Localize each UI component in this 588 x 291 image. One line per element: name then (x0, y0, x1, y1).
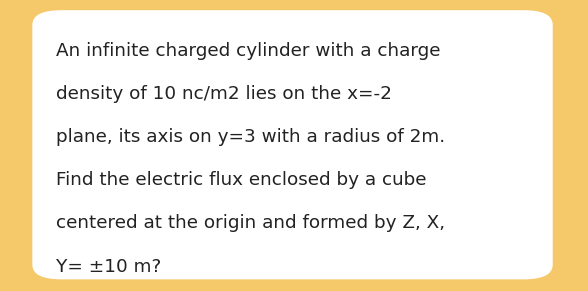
Text: plane, its axis on y=3 with a radius of 2m.: plane, its axis on y=3 with a radius of … (56, 128, 445, 146)
Text: density of 10 nc/m2 lies on the x=-2: density of 10 nc/m2 lies on the x=-2 (56, 85, 392, 103)
Text: An infinite charged cylinder with a charge: An infinite charged cylinder with a char… (56, 42, 440, 60)
FancyBboxPatch shape (32, 10, 553, 279)
Text: Find the electric flux enclosed by a cube: Find the electric flux enclosed by a cub… (56, 171, 426, 189)
Text: Y= ±10 m?: Y= ±10 m? (56, 258, 161, 276)
Text: centered at the origin and formed by Z, X,: centered at the origin and formed by Z, … (56, 214, 445, 233)
